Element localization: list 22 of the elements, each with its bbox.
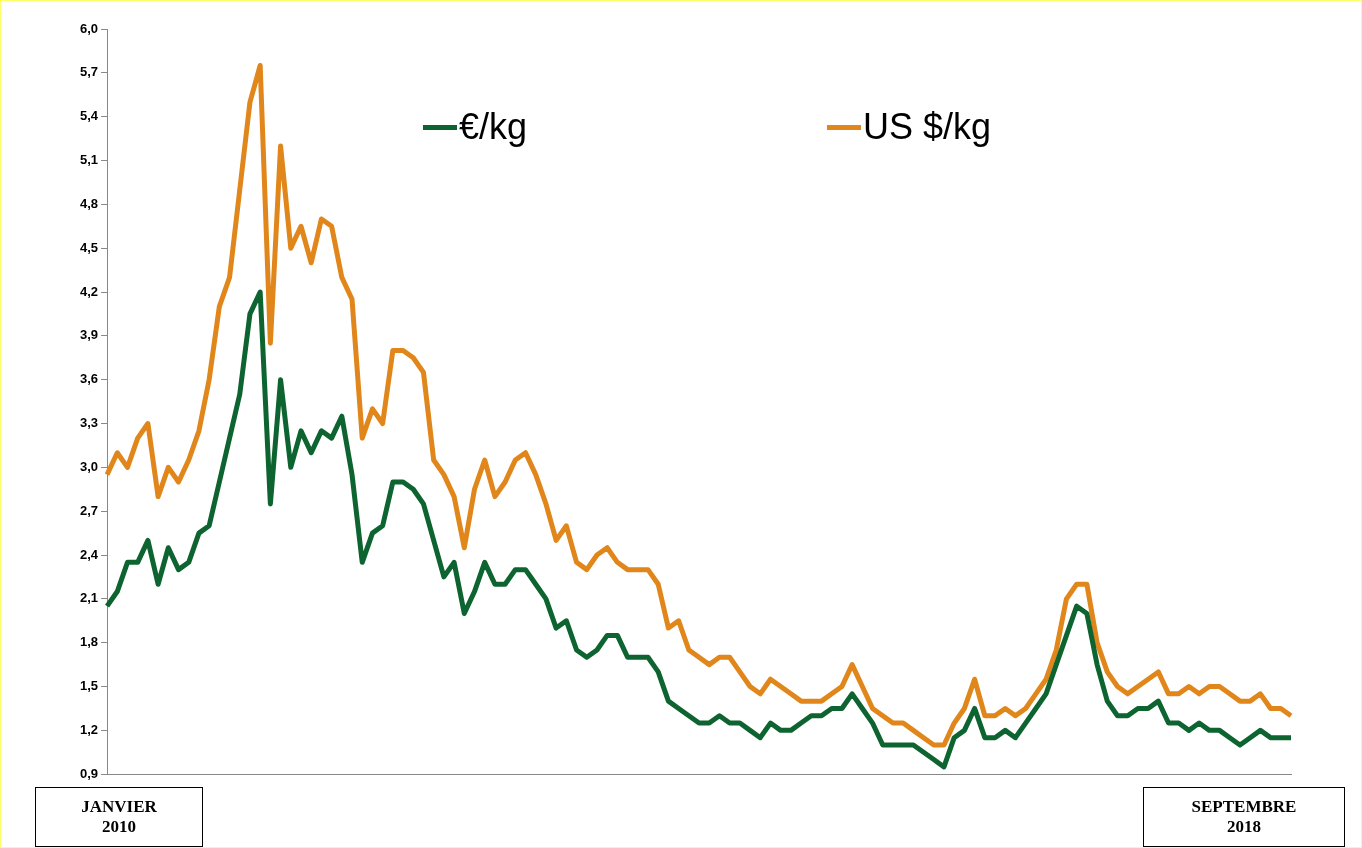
- legend-label: US $/kg: [862, 106, 992, 148]
- text: SEPTEMBRE 2018: [1143, 787, 1345, 847]
- y-tick-label: 3,3: [79, 415, 99, 431]
- y-tick-label: 4,8: [79, 195, 99, 211]
- y-tick-label: 5,1: [79, 152, 99, 168]
- text: JANVIER 2010: [35, 787, 203, 847]
- y-tick-label: 0,9: [79, 765, 99, 781]
- y-tick-label: 3,0: [79, 458, 99, 474]
- y-tick-label: 3,6: [79, 371, 99, 387]
- y-tick-label: 5,4: [79, 108, 99, 124]
- y-tick-label: 6,0: [79, 20, 99, 36]
- y-tick-label: 5,7: [79, 64, 99, 80]
- y-tick-label: 1,2: [79, 721, 99, 737]
- y-tick-label: 1,8: [79, 634, 99, 650]
- y-tick-label: 1,5: [79, 678, 99, 694]
- y-tick-label: 3,9: [79, 327, 99, 343]
- legend-label: €/kg: [458, 106, 527, 148]
- y-tick-label: 2,1: [79, 590, 99, 606]
- y-tick-label: 2,7: [79, 502, 99, 518]
- y-tick-label: 4,2: [79, 283, 99, 299]
- y-tick-label: 2,4: [79, 546, 99, 562]
- y-tick-label: 4,5: [79, 239, 99, 255]
